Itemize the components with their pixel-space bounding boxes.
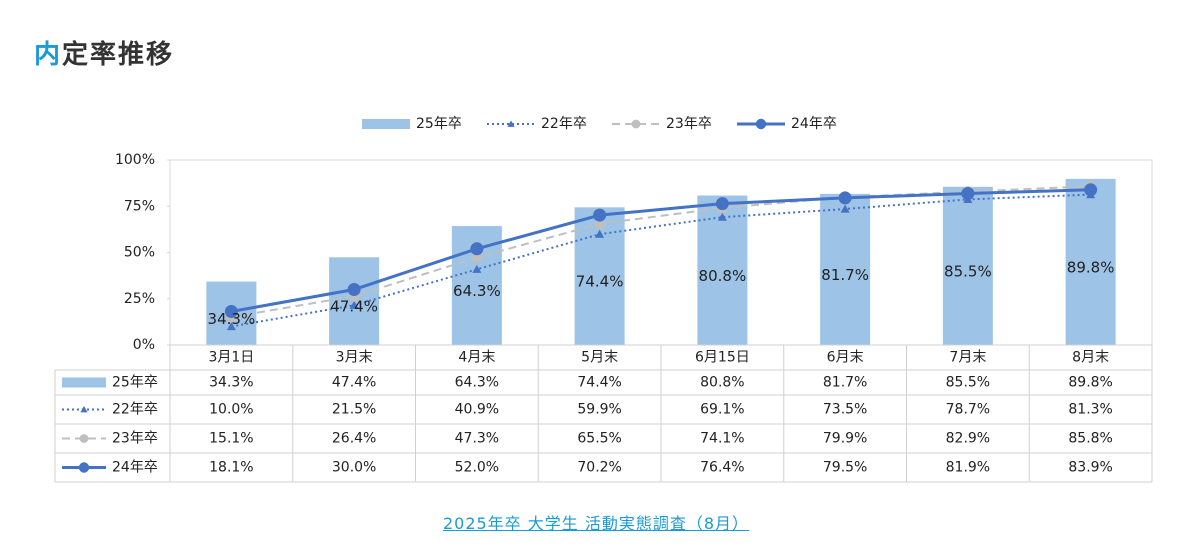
x-tick-label: 5月末 xyxy=(581,350,618,366)
line xyxy=(231,193,1091,328)
bar-label: 89.8% xyxy=(1067,258,1115,276)
table-cell: 80.8% xyxy=(700,375,744,391)
table-cell: 26.4% xyxy=(332,431,376,447)
marker xyxy=(470,242,484,256)
bar-label: 80.8% xyxy=(699,267,747,285)
table-cell: 10.0% xyxy=(209,402,253,418)
table-cell: 70.2% xyxy=(577,460,621,476)
bar xyxy=(1065,178,1116,345)
table-cell: 79.9% xyxy=(823,431,867,447)
legend-label: 22年卒 xyxy=(541,116,587,132)
x-tick-label: 8月末 xyxy=(1072,350,1109,366)
marker xyxy=(224,305,238,319)
x-tick-label: 6月15日 xyxy=(695,350,750,366)
marker xyxy=(715,197,729,211)
table-cell: 18.1% xyxy=(209,460,253,476)
x-tick-label: 4月末 xyxy=(458,350,495,366)
marker xyxy=(717,212,727,221)
x-tick-label: 3月末 xyxy=(336,350,373,366)
marker xyxy=(79,434,89,443)
bar-label: 64.3% xyxy=(453,282,501,300)
table-cell: 59.9% xyxy=(577,402,621,418)
legend-swatch xyxy=(362,119,410,129)
table-cell: 81.9% xyxy=(946,460,990,476)
table-cell: 74.1% xyxy=(700,431,744,447)
row-header: 24年卒 xyxy=(112,460,158,476)
legend-label: 23年卒 xyxy=(666,116,712,132)
title-rest: 定率推移 xyxy=(62,40,175,70)
line xyxy=(231,185,1091,319)
x-tick-label: 3月1日 xyxy=(208,350,254,366)
table-cell: 76.4% xyxy=(700,460,744,476)
bar-label: 34.3% xyxy=(208,310,256,328)
marker xyxy=(1084,183,1098,197)
table-cell: 30.0% xyxy=(332,460,376,476)
y-tick-label: 0% xyxy=(133,337,155,353)
plot-frame xyxy=(169,159,1153,346)
x-tick-label: 7月末 xyxy=(949,350,986,366)
marker xyxy=(347,283,361,296)
y-tick-label: 25% xyxy=(124,291,155,307)
table-cell: 73.5% xyxy=(823,402,867,418)
legend-label: 25年卒 xyxy=(416,116,462,132)
table-cell: 47.3% xyxy=(455,431,499,447)
marker xyxy=(840,204,850,213)
survey-link[interactable]: 2025年卒 大学生 活動実態調査（8月） xyxy=(442,514,750,533)
table-cell: 34.3% xyxy=(209,375,253,391)
table-cell: 15.1% xyxy=(209,431,253,447)
y-tick-label: 75% xyxy=(124,198,155,214)
marker xyxy=(593,208,607,222)
row-header: 25年卒 xyxy=(112,375,158,391)
marker xyxy=(961,186,975,200)
table-cell: 83.9% xyxy=(1068,460,1112,476)
table-cell: 85.5% xyxy=(946,375,990,391)
marker xyxy=(838,191,852,205)
marker xyxy=(472,264,482,273)
marker xyxy=(507,120,515,127)
table-cell: 78.7% xyxy=(946,402,990,418)
bar-label: 47.4% xyxy=(330,298,378,316)
marker xyxy=(631,119,641,129)
y-tick-label: 100% xyxy=(115,152,155,168)
table-cell: 69.1% xyxy=(700,402,744,418)
marker xyxy=(594,218,606,230)
marker xyxy=(471,251,483,263)
table-cell: 40.9% xyxy=(455,402,499,418)
chart: 0% 25% 50% 75% 100% 25年卒 22年卒 23年卒 24年卒 34.3% 47.4… xyxy=(54,116,1153,483)
row-header: 23年卒 xyxy=(112,431,158,447)
table-cell: 65.5% xyxy=(577,431,621,447)
marker xyxy=(78,462,90,473)
table-cell: 74.4% xyxy=(577,375,621,391)
line xyxy=(231,188,1091,313)
table-cell: 79.5% xyxy=(823,460,867,476)
legend-swatch xyxy=(62,377,106,388)
marker xyxy=(226,322,236,331)
bar xyxy=(942,186,993,345)
table-cell: 21.5% xyxy=(332,402,376,418)
table-cell: 85.8% xyxy=(1068,431,1112,447)
row-header: 22年卒 xyxy=(112,402,158,418)
marker xyxy=(595,229,605,238)
bar xyxy=(820,193,871,345)
table-cell: 82.9% xyxy=(946,431,990,447)
bar-label: 85.5% xyxy=(944,262,992,280)
table-cell: 52.0% xyxy=(455,460,499,476)
legend-label: 24年卒 xyxy=(791,116,837,132)
y-tick-label: 50% xyxy=(124,245,155,261)
table-cell: 64.3% xyxy=(455,375,499,391)
x-tick-label: 6月末 xyxy=(827,350,864,366)
table-cell: 47.4% xyxy=(332,375,376,391)
table-cell: 81.7% xyxy=(823,375,867,391)
page-title: 内定率推移 xyxy=(34,34,174,71)
table-cell: 89.8% xyxy=(1068,375,1112,391)
marker xyxy=(80,405,88,413)
title-accent: 内 xyxy=(34,40,63,70)
bar-label: 74.4% xyxy=(576,273,624,291)
marker xyxy=(755,118,767,130)
marker xyxy=(349,300,359,309)
bar-label: 81.7% xyxy=(821,266,869,284)
table-cell: 81.3% xyxy=(1068,402,1112,418)
